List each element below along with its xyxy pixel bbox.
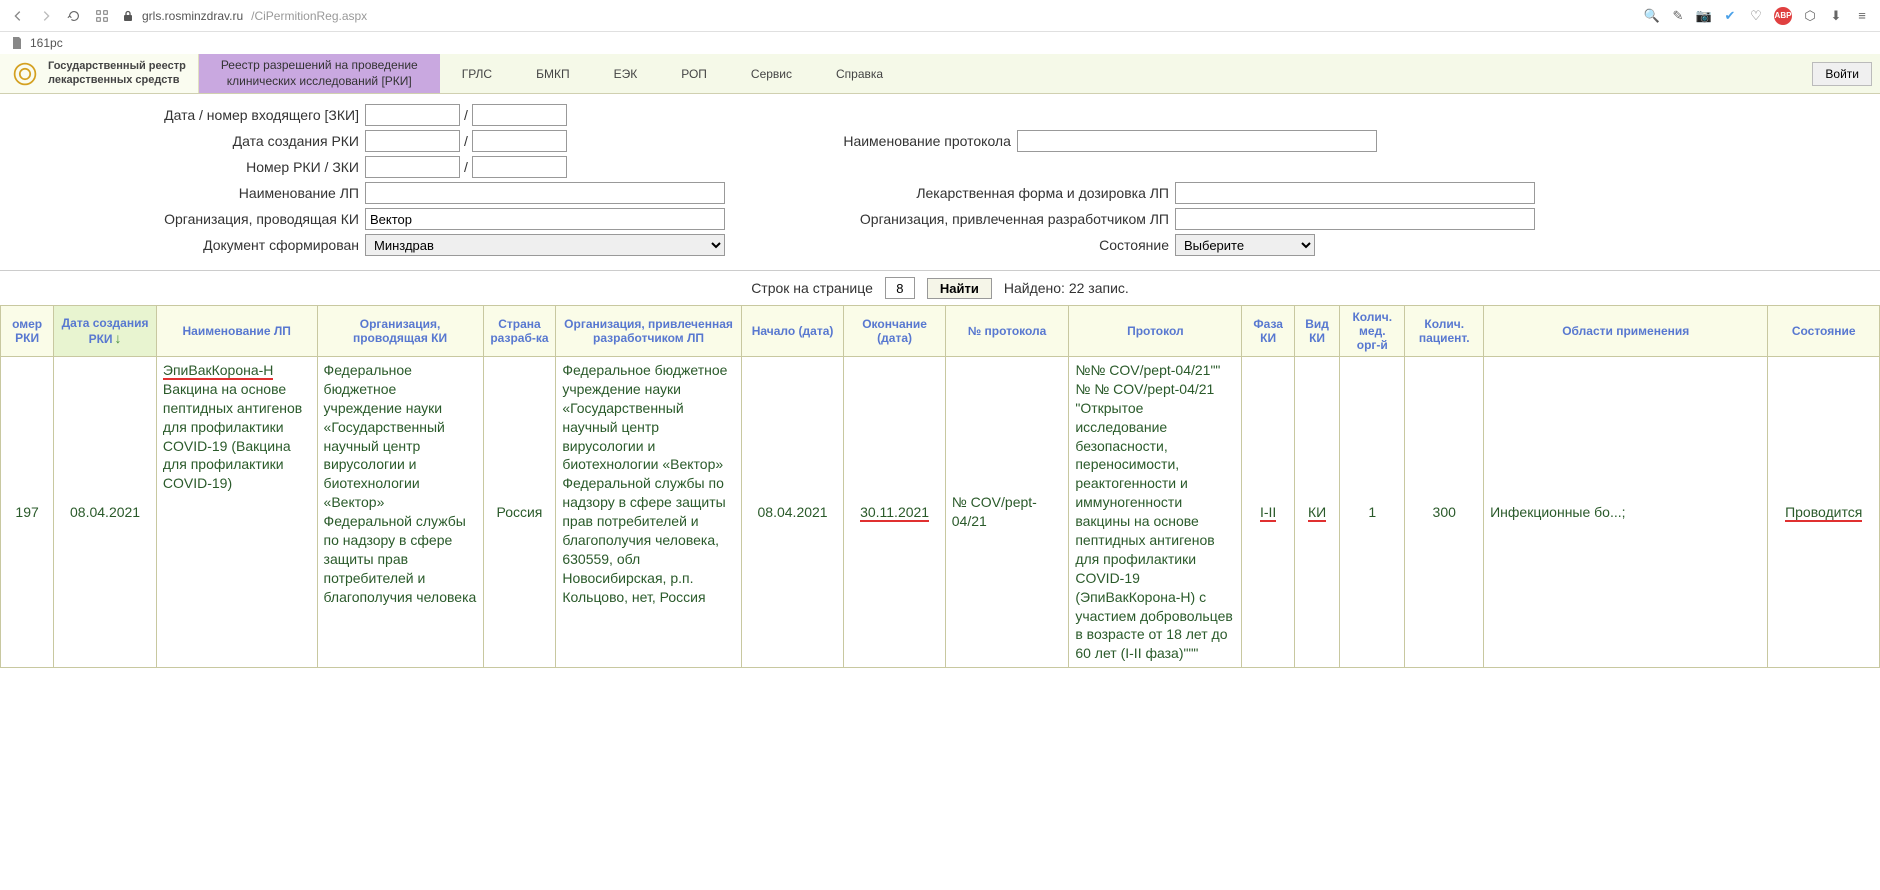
- edit-icon[interactable]: ✎: [1670, 8, 1686, 24]
- cell-pat: 300: [1405, 357, 1484, 668]
- cell-med: 1: [1340, 357, 1405, 668]
- label-org-ki: Организация, проводящая КИ: [0, 211, 365, 227]
- lock-icon: [122, 10, 134, 22]
- heart-icon[interactable]: ♡: [1748, 8, 1764, 24]
- label-org-dev: Организация, привлеченная разработчиком …: [785, 211, 1175, 227]
- found-label: Найдено: 22 запис.: [1004, 280, 1129, 296]
- tab-label: 161pc: [30, 36, 63, 50]
- label-num-rki-zki: Номер РКИ / ЗКИ: [0, 159, 365, 175]
- select-state[interactable]: Выберите: [1175, 234, 1315, 256]
- logo-icon: [12, 61, 38, 87]
- th-num[interactable]: омер РКИ: [1, 306, 54, 357]
- th-org-ki[interactable]: Организация, проводящая КИ: [317, 306, 483, 357]
- cube-icon[interactable]: ⬡: [1802, 8, 1818, 24]
- label-protocol-name: Наименование протокола: [627, 133, 1017, 149]
- cell-kind: КИ: [1294, 357, 1339, 668]
- label-doc-formed: Документ сформирован: [0, 237, 365, 253]
- nav-rki[interactable]: Реестр разрешений на проведение клиничес…: [199, 54, 440, 93]
- label-state: Состояние: [785, 237, 1175, 253]
- search-icon[interactable]: 🔍: [1644, 8, 1660, 24]
- cell-start: 08.04.2021: [741, 357, 844, 668]
- rows-label: Строк на странице: [751, 280, 873, 296]
- input-lek-form[interactable]: [1175, 182, 1535, 204]
- cell-num: 197: [1, 357, 54, 668]
- nav-eek[interactable]: ЕЭК: [592, 54, 660, 93]
- apps-icon[interactable]: [94, 8, 110, 24]
- extension-icons: 🔍 ✎ 📷 ✔ ♡ ABP ⬡ ⬇ ≡: [1644, 7, 1870, 25]
- th-proto-num[interactable]: № протокола: [945, 306, 1069, 357]
- th-date[interactable]: Дата создания РКИ↓: [54, 306, 157, 357]
- input-org-ki[interactable]: [365, 208, 725, 230]
- results-table: омер РКИ Дата создания РКИ↓ Наименование…: [0, 305, 1880, 668]
- main-nav: Государственный реестр лекарственных сре…: [0, 54, 1880, 94]
- th-country[interactable]: Страна разраб-ка: [483, 306, 556, 357]
- site-logo[interactable]: Государственный реестр лекарственных сре…: [0, 54, 199, 93]
- cell-state: Проводится: [1768, 357, 1880, 668]
- filter-panel: Дата / номер входящего [ЗКИ] / Дата созд…: [0, 94, 1880, 270]
- menu-icon[interactable]: ≡: [1854, 8, 1870, 24]
- th-lp[interactable]: Наименование ЛП: [156, 306, 317, 357]
- pager: Строк на странице Найти Найдено: 22 запи…: [0, 270, 1880, 305]
- address-bar[interactable]: grls.rosminzdrav.ru/CiPermitionReg.aspx: [122, 9, 1632, 23]
- rows-input[interactable]: [885, 277, 915, 299]
- nav-bmkp[interactable]: БМКП: [514, 54, 592, 93]
- cell-date: 08.04.2021: [54, 357, 157, 668]
- sort-down-icon: ↓: [115, 330, 122, 346]
- th-end[interactable]: Окон­чание (дата): [844, 306, 945, 357]
- download-icon[interactable]: ⬇: [1828, 8, 1844, 24]
- cell-areas: Инфекционные бо...;: [1484, 357, 1768, 668]
- tab-bar: 161pc: [0, 32, 1880, 54]
- th-org-dev[interactable]: Организация, привлеченная разработчиком …: [556, 306, 741, 357]
- login-button[interactable]: Войти: [1812, 62, 1872, 86]
- cell-end: 30.11.2021: [844, 357, 945, 668]
- check-icon[interactable]: ✔: [1722, 8, 1738, 24]
- th-areas[interactable]: Области применения: [1484, 306, 1768, 357]
- cell-lp: ЭпиВакКорона-НВакцина на основе пептидны…: [156, 357, 317, 668]
- nav-service[interactable]: Сервис: [729, 54, 814, 93]
- nav-help[interactable]: Справка: [814, 54, 905, 93]
- nav-grls[interactable]: ГРЛС: [440, 54, 514, 93]
- input-lp-name[interactable]: [365, 182, 725, 204]
- cell-proto-num: № COV/pept-04/21: [945, 357, 1069, 668]
- page-icon: [10, 36, 24, 50]
- camera-icon[interactable]: 📷: [1696, 8, 1712, 24]
- input-protocol-name[interactable]: [1017, 130, 1377, 152]
- reload-icon[interactable]: [66, 8, 82, 24]
- cell-country: Россия: [483, 357, 556, 668]
- input-date-rki-1[interactable]: [365, 130, 460, 152]
- input-date-zki[interactable]: [365, 104, 460, 126]
- back-icon[interactable]: [10, 8, 26, 24]
- input-date-rki-2[interactable]: [472, 130, 567, 152]
- url-path: /CiPermitionReg.aspx: [251, 9, 367, 23]
- label-date-zki: Дата / номер входящего [ЗКИ]: [0, 107, 365, 123]
- label-lp-name: Наименование ЛП: [0, 185, 365, 201]
- label-lek-form: Лекарственная форма и дозировка ЛП: [785, 185, 1175, 201]
- th-phase[interactable]: Фаза КИ: [1242, 306, 1295, 357]
- forward-icon[interactable]: [38, 8, 54, 24]
- input-num-rki[interactable]: [365, 156, 460, 178]
- table-row[interactable]: 197 08.04.2021 ЭпиВакКорона-НВакцина на …: [1, 357, 1880, 668]
- find-button[interactable]: Найти: [927, 278, 992, 299]
- cell-org-dev: Федеральное бюджетное учреждение науки «…: [556, 357, 741, 668]
- logo-text: Государственный реестр лекарственных сре…: [48, 60, 186, 86]
- th-pat[interactable]: Колич. пациент.: [1405, 306, 1484, 357]
- input-org-dev[interactable]: [1175, 208, 1535, 230]
- input-num-zki[interactable]: [472, 104, 567, 126]
- th-protocol[interactable]: Протокол: [1069, 306, 1242, 357]
- th-kind[interactable]: Вид КИ: [1294, 306, 1339, 357]
- table-header-row: омер РКИ Дата создания РКИ↓ Наименование…: [1, 306, 1880, 357]
- th-state[interactable]: Состояние: [1768, 306, 1880, 357]
- cell-org-ki: Федеральное бюджетное учреждение науки «…: [317, 357, 483, 668]
- input-num-zki2[interactable]: [472, 156, 567, 178]
- th-med[interactable]: Колич. мед. орг-й: [1340, 306, 1405, 357]
- browser-toolbar: grls.rosminzdrav.ru/CiPermitionReg.aspx …: [0, 0, 1880, 32]
- cell-protocol: №№ COV/pept-04/21"" № № COV/pept-04/21 "…: [1069, 357, 1242, 668]
- th-start[interactable]: Начало (дата): [741, 306, 844, 357]
- cell-phase: I-II: [1242, 357, 1295, 668]
- url-host: grls.rosminzdrav.ru: [142, 9, 243, 23]
- abp-icon[interactable]: ABP: [1774, 7, 1792, 25]
- select-doc-formed[interactable]: Минздрав: [365, 234, 725, 256]
- nav-rop[interactable]: РОП: [659, 54, 729, 93]
- label-date-rki: Дата создания РКИ: [0, 133, 365, 149]
